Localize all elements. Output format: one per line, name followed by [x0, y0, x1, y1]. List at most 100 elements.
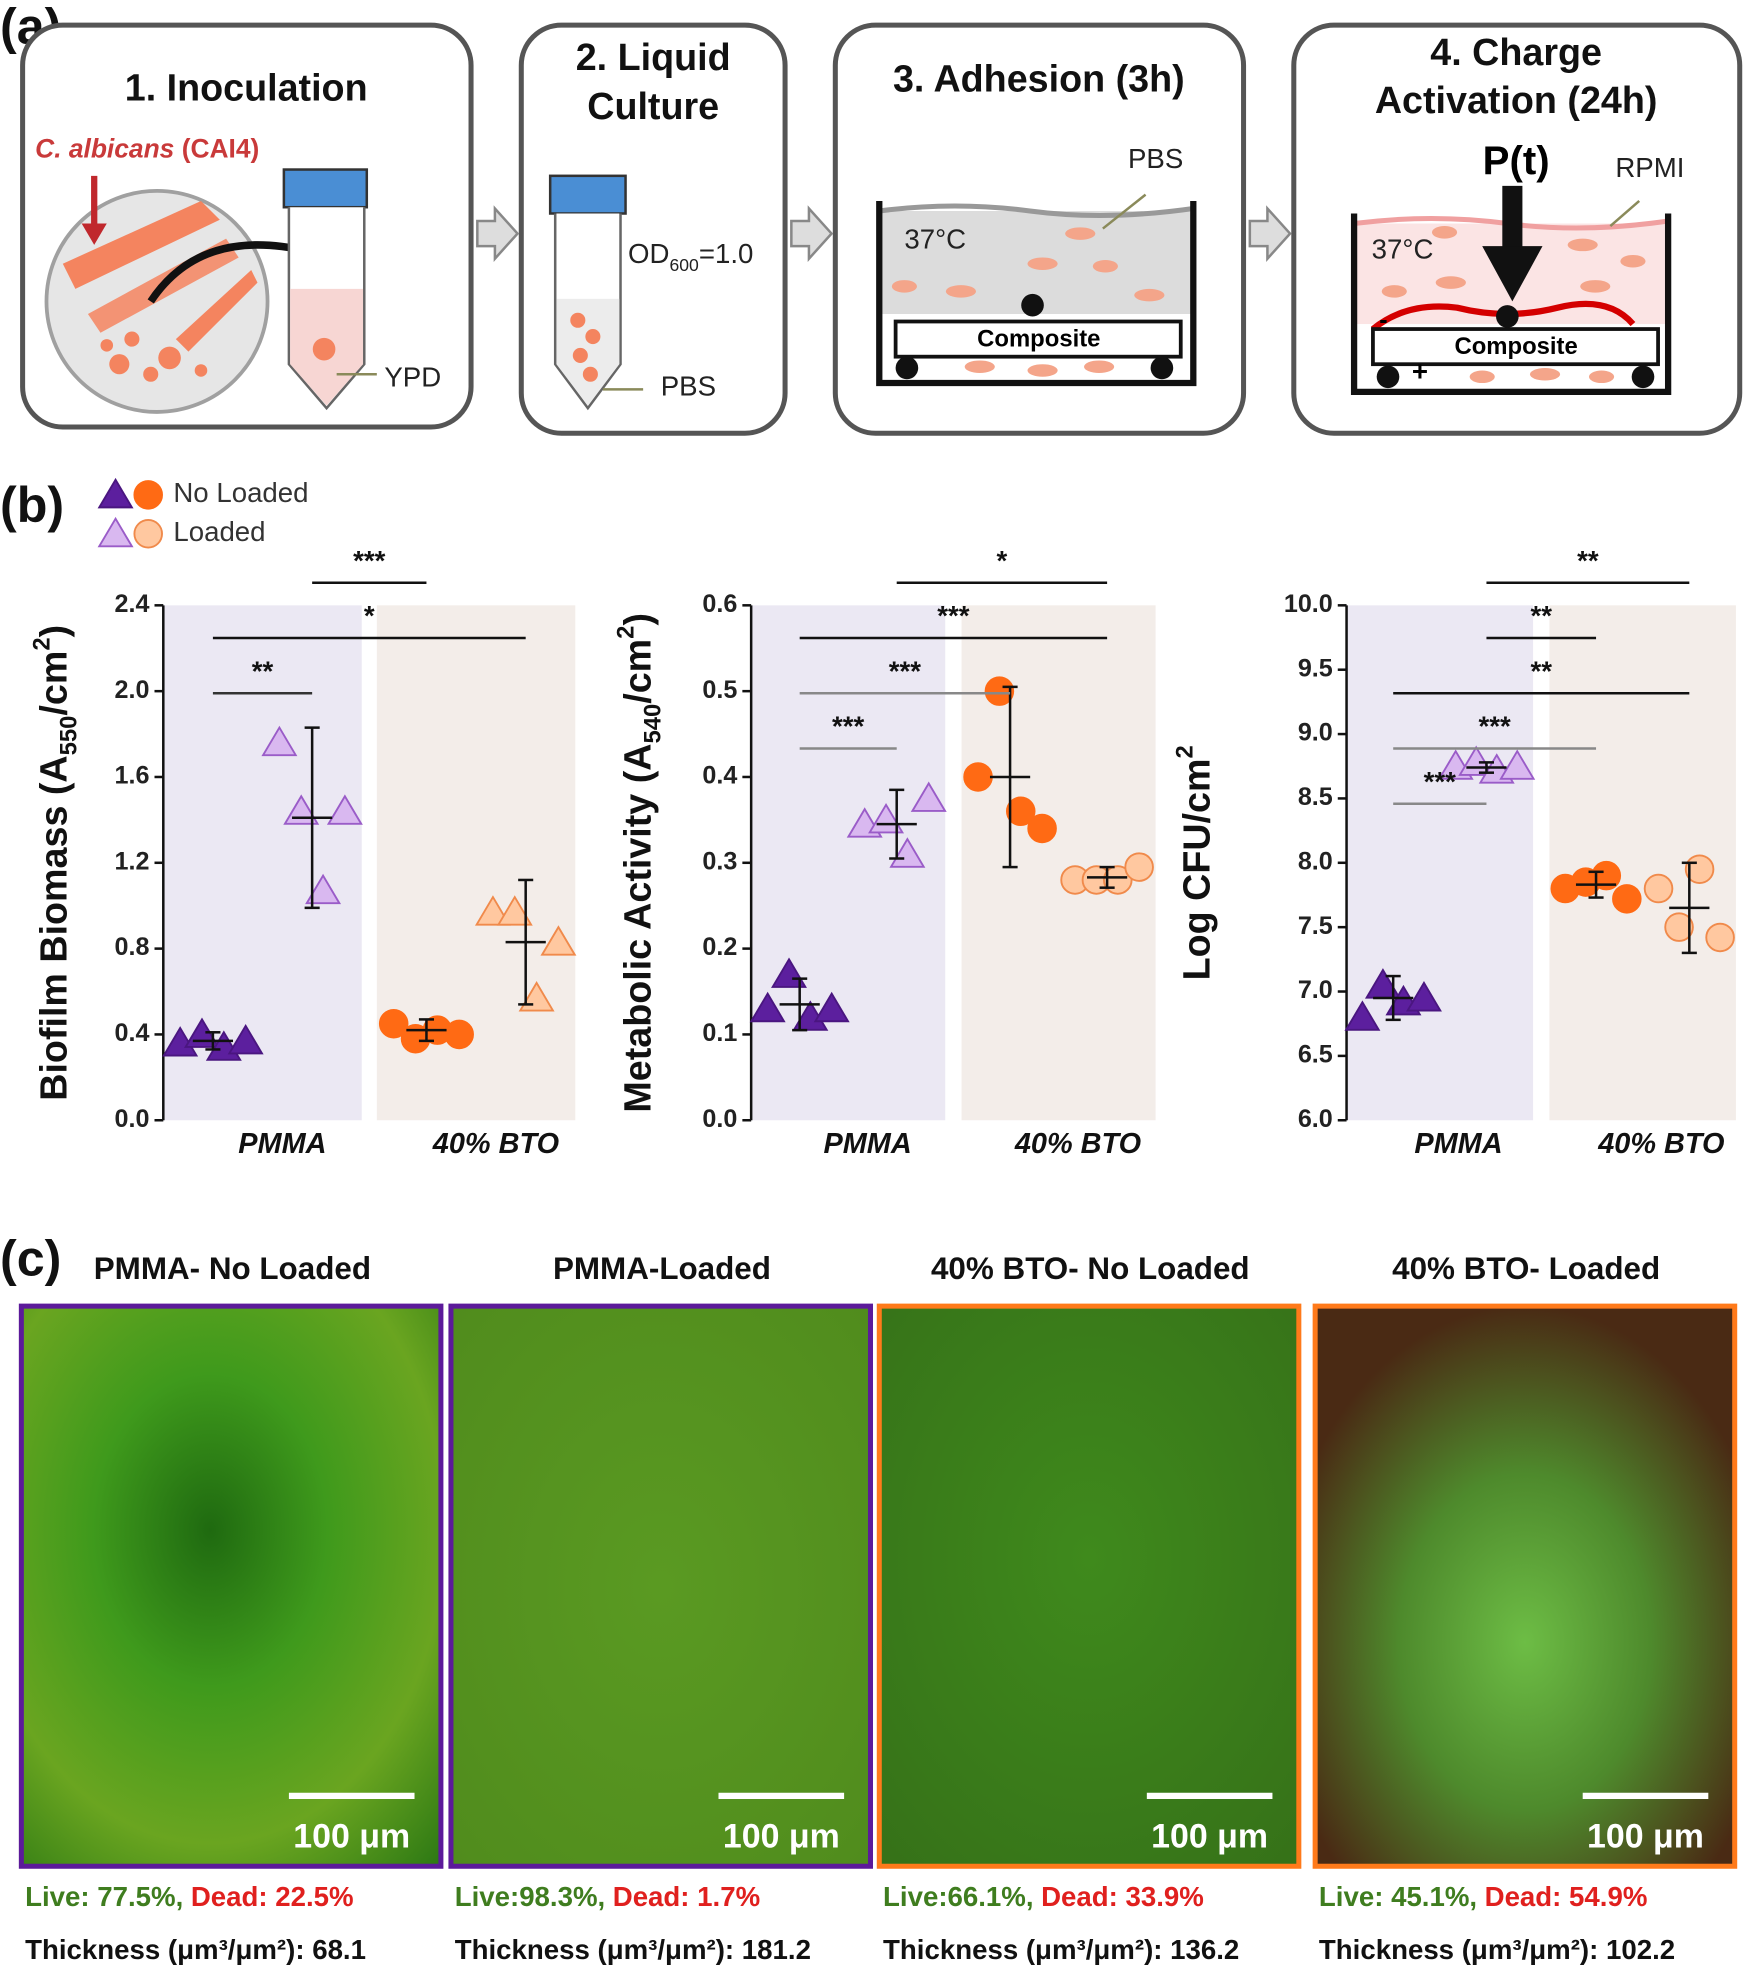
temperature-label: 37°C: [904, 223, 966, 254]
micrograph: 40% BTO- No Loaded 100 μm Live:66.1%, Dead:…: [876, 1251, 1302, 1965]
dead-label: Dead: 33.9%: [1041, 1881, 1204, 1912]
data-point: [1344, 1000, 1381, 1031]
significance-label: ***: [1424, 766, 1457, 797]
data-point: [1124, 852, 1154, 882]
chart: PMMA 40% BTO 6.0 6.5 7.0 7.5 8.0 8.5 9.0 9.5 10.0 L…: [1171, 545, 1736, 1160]
charts: PMMA 40% BTO 0.0 0.4 0.8 1.2 1.6 2.0 2.4 Biofilm …: [28, 545, 1736, 1160]
viability: Live: 77.5%, Dead: 22.5%: [25, 1881, 353, 1912]
legend-marker: [97, 516, 134, 548]
x-tick-label: 40% BTO: [1014, 1128, 1141, 1160]
y-tick-label: 0.0: [115, 1105, 150, 1133]
legend-label: No Loaded: [173, 477, 308, 508]
x-tick-label: 40% BTO: [432, 1128, 559, 1160]
y-tick-label: 1.6: [115, 762, 150, 790]
x-tick-label: PMMA: [238, 1128, 326, 1160]
legend-marker: [133, 518, 163, 549]
significance-label: *: [997, 545, 1008, 576]
data-point: [1612, 884, 1642, 914]
data-point: [910, 781, 947, 812]
y-tick-label: 9.5: [1298, 654, 1333, 682]
significance-label: ***: [1478, 711, 1511, 742]
data-point: [227, 1023, 264, 1055]
panel-label: (c): [0, 1230, 61, 1286]
y-tick-label: 0.8: [115, 933, 150, 961]
arrow: [476, 205, 520, 262]
micrograph: 40% BTO- Loaded 100 μm Live: 45.1%, Dead: 5…: [1312, 1251, 1738, 1965]
y-axis-title-part: ): [32, 625, 74, 638]
y-tick-label: 0.1: [702, 1019, 737, 1047]
live-label: Live:98.3%,: [455, 1881, 605, 1912]
step-title: 2. Liquid: [576, 36, 731, 78]
y-axis-title-part: Metabolic Activity (A: [617, 744, 659, 1113]
strain-code: (CAI4): [182, 134, 260, 164]
data-point: [984, 676, 1015, 706]
od-value: =1.0: [699, 238, 754, 269]
dead-label: Dead: 22.5%: [191, 1881, 354, 1912]
significance-label: ***: [937, 600, 970, 631]
data-point: [1664, 912, 1694, 942]
step-title: Culture: [587, 85, 719, 127]
charge-label: +: [1412, 355, 1428, 386]
data-point: [813, 991, 850, 1023]
dead-label: Dead: 1.7%: [613, 1881, 760, 1912]
step-title: 4. Charge: [1430, 31, 1602, 73]
legend: No Loaded Loaded: [97, 477, 309, 549]
adhesion-well: [876, 193, 1197, 387]
significance-label: **: [1577, 545, 1599, 576]
y-tick-label: 0.6: [702, 590, 737, 618]
scale-label: 100 μm: [1587, 1818, 1704, 1856]
significance-label: *: [364, 600, 375, 631]
y-tick-label: 0.2: [702, 933, 737, 961]
strain-label: C. albicans (CAI4): [35, 134, 259, 164]
media-label: PBS: [1128, 143, 1183, 174]
data-point: [326, 794, 363, 825]
micrograph-image: [448, 1303, 873, 1869]
live-label: Live: 45.1%,: [1319, 1881, 1477, 1912]
legend-marker: [97, 477, 134, 509]
media-label: PBS: [661, 370, 716, 401]
legend-label: Loaded: [173, 516, 265, 547]
significance-label: **: [1530, 655, 1552, 686]
data-point: [963, 762, 993, 792]
micrograph: PMMA-Loaded 100 μm Live:98.3%, Dead: 1.7% Th…: [448, 1251, 873, 1965]
y-axis-title-part: ): [617, 613, 659, 626]
data-point: [378, 1008, 409, 1039]
category-band: [1346, 605, 1534, 1121]
x-tick-label: 40% BTO: [1597, 1128, 1724, 1160]
thickness: Thickness (μm³/μm²): 68.1: [25, 1934, 366, 1965]
significance-label: **: [252, 655, 274, 686]
micrograph-title: PMMA- No Loaded: [94, 1251, 371, 1286]
data-point: [1405, 981, 1442, 1012]
micrograph: PMMA- No Loaded 100 μm Live: 77.5%, Dead: 2…: [18, 1251, 444, 1965]
data-point: [771, 957, 807, 988]
data-point: [1705, 922, 1735, 953]
strain-name: C. albicans: [35, 134, 174, 164]
od-label: OD600=1.0: [628, 238, 753, 274]
charge-label: -: [1379, 306, 1387, 334]
micrograph-image: [876, 1303, 1302, 1869]
data-point: [749, 991, 786, 1023]
data-point: [496, 895, 533, 926]
y-tick-label: 6.0: [1298, 1105, 1333, 1133]
y-axis-title-part: Biofilm Biomass (A: [32, 755, 74, 1100]
x-tick-label: PMMA: [823, 1128, 911, 1160]
y-tick-label: 0.5: [702, 676, 737, 704]
y-axis-title-part: 540: [639, 704, 666, 744]
data-point: [474, 895, 511, 926]
composite-label: Composite: [1454, 333, 1577, 360]
panel-label: (b): [0, 477, 64, 533]
thickness: Thickness (μm³/μm²): 136.2: [883, 1934, 1239, 1965]
data-point: [1591, 860, 1622, 891]
y-axis-title: Log CFU/cm2: [1171, 745, 1217, 980]
chart: PMMA 40% BTO 0.0 0.1 0.2 0.3 0.4 0.5 0.6 Metaboli…: [612, 545, 1156, 1160]
tube: [548, 174, 644, 411]
data-point: [540, 925, 577, 956]
y-tick-label: 0.0: [702, 1105, 737, 1133]
x-tick-label: PMMA: [1414, 1128, 1502, 1160]
micrograph-image: [1312, 1303, 1738, 1869]
y-axis-title-part: /cm: [32, 651, 74, 716]
y-tick-label: 8.0: [1298, 847, 1333, 875]
force-label: P(t): [1483, 138, 1550, 183]
data-point: [1643, 873, 1674, 904]
